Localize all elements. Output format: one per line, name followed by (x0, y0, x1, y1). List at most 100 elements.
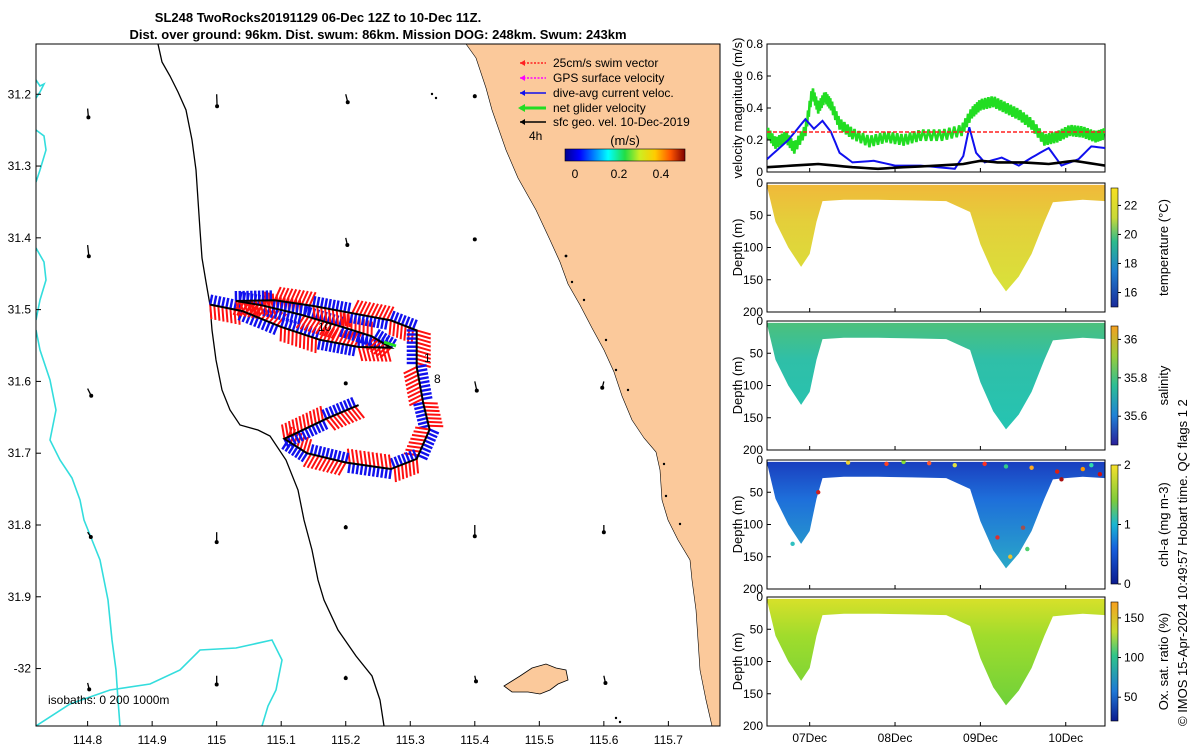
current-vector (336, 450, 342, 461)
swim-vector (339, 412, 351, 425)
vel-ytick-label: 0 (756, 165, 763, 179)
colorbar-tick-2: 0.4 (653, 167, 670, 181)
vel-ytick-label: 0.2 (746, 133, 763, 147)
geo-vector-head (343, 525, 348, 530)
section-ytick-label: 150 (743, 411, 763, 425)
swim-vector (392, 321, 396, 337)
swim-vector (406, 382, 421, 391)
swim-vector (403, 370, 418, 379)
current-vector (411, 319, 418, 330)
map-xtick-label: 115.7 (654, 733, 683, 747)
current-vector (268, 323, 275, 334)
current-vector (359, 464, 364, 475)
colorbar-tick-1: 0.2 (611, 167, 628, 181)
section-ytick-label: 100 (743, 655, 763, 669)
swim-vector (406, 386, 421, 395)
current-vector (376, 318, 381, 329)
current-vector (347, 329, 353, 340)
section-ytick-label: 200 (743, 719, 763, 733)
swim-vector (426, 417, 442, 420)
swim-vector (291, 330, 294, 346)
swim-vector (337, 462, 347, 476)
swim-vector (425, 413, 441, 416)
swim-vector (291, 419, 296, 434)
current-vector (336, 343, 341, 354)
swim-vector (382, 305, 391, 320)
section-data-field (767, 598, 1105, 706)
section-chla_section: 0 50 100 150 200 Depth (m) 0 1 2 chl-a (mg m-3) (730, 453, 1171, 596)
current-vector (260, 320, 267, 331)
swim-vector (359, 301, 368, 316)
map-y-ticks: 31.2 31.3 31.4 31.5 31.6 31.7 31.8 31.9 -32 (8, 87, 41, 676)
current-vector (416, 416, 428, 422)
current-vector (340, 343, 345, 355)
map-legend: 25cm/s swim vector GPS surface velocity … (518, 56, 690, 181)
colorbar-label: salinity (1156, 365, 1171, 405)
swim-vector (424, 409, 440, 413)
current-vector (349, 312, 354, 324)
swim-vector (424, 405, 439, 409)
current-vector (320, 340, 325, 351)
swim-vector (416, 353, 431, 360)
map-ytick-label: 31.7 (8, 446, 32, 460)
current-vector (335, 403, 342, 414)
swim-vector (411, 433, 427, 438)
swim-vector (318, 457, 328, 472)
current-vector (429, 428, 440, 435)
chla-point (982, 461, 987, 467)
swim-vector (395, 323, 400, 338)
section-ytick-label: 50 (750, 485, 764, 499)
swim-vector (354, 405, 365, 419)
legend-time-marker: 4h (529, 129, 542, 143)
swim-vector (298, 333, 302, 348)
day-axis-label: 07Dec (792, 731, 827, 745)
swim-vector (315, 321, 325, 335)
section-ytick-label: 200 (743, 443, 763, 457)
swim-vector (281, 287, 290, 302)
swim-vector (298, 415, 303, 431)
swim-vector (307, 318, 317, 333)
day-label-1: 10 (318, 320, 332, 334)
geo-vector-head (86, 254, 91, 259)
current-vector (317, 445, 323, 457)
swim-vector (329, 460, 339, 474)
geo-vector-head (603, 680, 608, 685)
colorbar-tick-label: 100 (1124, 651, 1144, 665)
swim-vector (404, 463, 409, 478)
swim-vector (308, 291, 317, 306)
colorbar-tick-0: 0 (572, 167, 579, 181)
current-vector (321, 419, 329, 430)
current-vector (291, 302, 296, 314)
swim-vector (329, 416, 340, 430)
current-vector (411, 449, 418, 460)
current-vector (427, 432, 438, 439)
current-vector (360, 315, 365, 326)
current-vector (400, 453, 407, 464)
swim-vector (379, 346, 392, 359)
swim-vector (388, 320, 392, 335)
swim-vector (310, 337, 314, 352)
current-vector (356, 314, 362, 325)
section-data-field (767, 322, 1105, 430)
current-vector (417, 368, 428, 373)
current-vector (323, 298, 329, 309)
map-xtick-label: 115.2 (331, 733, 360, 747)
geo-vector-head (86, 115, 91, 120)
swim-vector (314, 338, 318, 354)
swim-vector (416, 357, 431, 364)
current-vector (404, 452, 411, 463)
current-vector (217, 296, 222, 307)
current-vector (294, 448, 302, 459)
current-vector (321, 446, 327, 458)
current-vector (343, 328, 349, 339)
map-frame (35, 43, 721, 727)
current-vector (329, 448, 334, 460)
colorbar-tick-label: 16 (1124, 285, 1138, 299)
current-vector (351, 330, 357, 342)
velocity-series-3 (767, 159, 1105, 171)
current-vector (422, 443, 433, 450)
swim-vector (295, 315, 306, 329)
swim-vector (297, 290, 305, 305)
swim-vector (379, 453, 384, 468)
current-vector (253, 316, 260, 328)
